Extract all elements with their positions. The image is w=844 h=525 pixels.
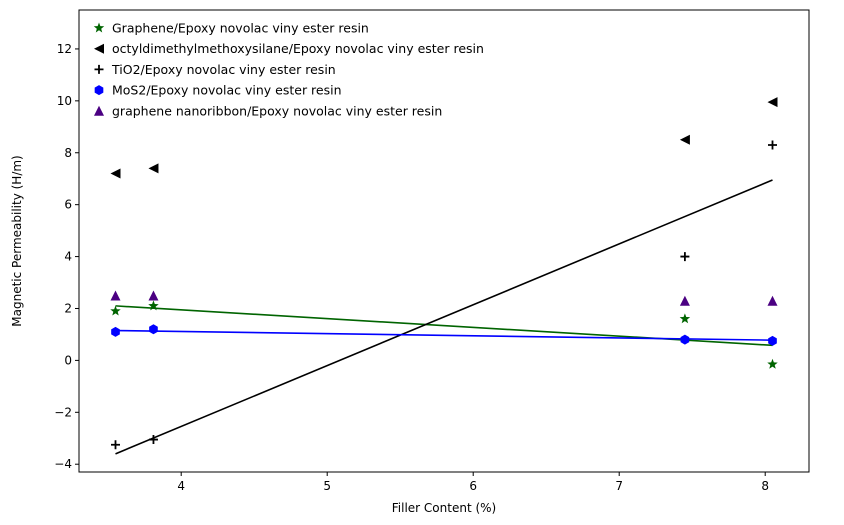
data-point (679, 134, 690, 145)
fit-line (115, 329, 773, 341)
x-tick-label: 7 (615, 479, 623, 493)
y-tick-label: −4 (54, 457, 72, 471)
data-point (149, 324, 158, 335)
x-axis-label: Filler Content (%) (392, 501, 496, 515)
x-axis-ticks: 4 5 6 7 8 (177, 472, 769, 493)
x-tick-label: 5 (323, 479, 331, 493)
y-tick-label: 0 (64, 353, 72, 367)
data-point (148, 290, 159, 301)
data-point (110, 305, 121, 316)
data-point (768, 140, 777, 150)
data-point (111, 440, 120, 450)
data-point (767, 295, 778, 306)
legend-label: graphene nanoribbon/Epoxy novolac viny e… (112, 103, 442, 118)
legend: Graphene/Epoxy novolac viny ester resin o… (93, 21, 484, 118)
data-point (767, 97, 778, 108)
x-tick-label: 8 (761, 479, 769, 493)
data-point (110, 168, 121, 179)
y-tick-label: 12 (57, 42, 72, 56)
legend-label: TiO2/Epoxy novolac viny ester resin (111, 62, 336, 77)
data-points (110, 97, 778, 450)
data-point (148, 300, 159, 311)
legend-label: MoS2/Epoxy novolac viny ester resin (112, 83, 342, 98)
y-tick-label: 2 (64, 301, 72, 315)
y-axis-label: Magnetic Permeability (H/m) (10, 155, 24, 326)
fit-lines (115, 179, 773, 455)
data-point (680, 334, 690, 345)
legend-marker (94, 43, 104, 54)
fit-line (115, 179, 773, 455)
data-point (680, 252, 690, 262)
data-point (679, 295, 690, 306)
y-axis-ticks: −4 −2 0 2 4 6 8 10 12 (54, 42, 79, 471)
y-tick-label: −2 (54, 405, 72, 419)
data-point (111, 326, 120, 337)
data-point (768, 335, 777, 346)
legend-marker (94, 105, 104, 116)
legend-marker (94, 85, 104, 96)
data-point (679, 313, 691, 324)
data-point (110, 290, 121, 301)
y-tick-label: 10 (57, 94, 72, 108)
y-tick-label: 4 (64, 250, 72, 264)
data-point (148, 163, 159, 174)
legend-marker (94, 64, 104, 74)
y-tick-label: 8 (64, 146, 72, 160)
legend-label: Graphene/Epoxy novolac viny ester resin (112, 21, 369, 36)
legend-marker (93, 22, 105, 33)
x-tick-label: 6 (469, 479, 477, 493)
legend-label: octyldimethylmethoxysilane/Epoxy novolac… (112, 41, 484, 56)
x-tick-label: 4 (177, 479, 185, 493)
data-point (767, 358, 778, 369)
data-point (148, 435, 158, 445)
plot-frame (78, 9, 810, 473)
y-tick-label: 6 (64, 198, 72, 212)
